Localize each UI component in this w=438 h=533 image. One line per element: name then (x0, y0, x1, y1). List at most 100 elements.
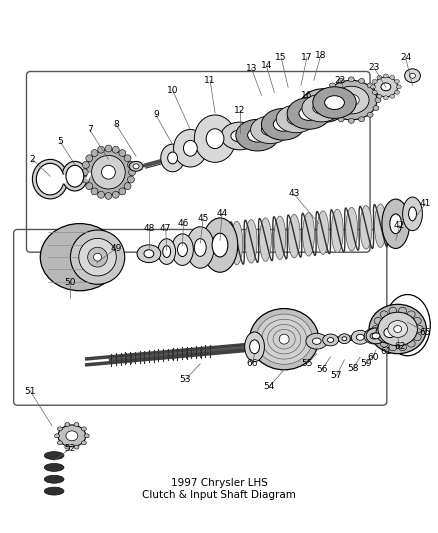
Ellipse shape (367, 83, 373, 88)
Text: 58: 58 (347, 364, 359, 373)
Text: 2: 2 (30, 155, 35, 164)
Ellipse shape (129, 169, 136, 176)
Ellipse shape (124, 155, 131, 161)
Ellipse shape (410, 73, 416, 78)
Ellipse shape (55, 434, 60, 438)
Ellipse shape (58, 425, 86, 447)
Ellipse shape (86, 155, 93, 161)
Ellipse shape (92, 156, 125, 189)
Ellipse shape (81, 427, 86, 431)
Ellipse shape (71, 230, 125, 284)
Ellipse shape (389, 344, 397, 351)
Ellipse shape (388, 321, 408, 337)
Text: 43: 43 (288, 189, 300, 198)
Text: 10: 10 (167, 86, 178, 95)
Text: 16: 16 (301, 91, 313, 100)
Ellipse shape (303, 213, 314, 256)
Text: 13: 13 (246, 64, 258, 73)
Ellipse shape (81, 169, 88, 176)
Ellipse shape (81, 441, 86, 445)
Ellipse shape (105, 145, 112, 152)
Ellipse shape (84, 434, 89, 438)
Ellipse shape (306, 333, 328, 349)
Ellipse shape (202, 218, 238, 272)
Ellipse shape (383, 74, 389, 78)
Text: 50: 50 (64, 278, 76, 287)
Ellipse shape (413, 334, 421, 341)
Text: 61: 61 (380, 348, 392, 357)
Ellipse shape (343, 94, 359, 106)
Ellipse shape (324, 106, 330, 110)
Ellipse shape (348, 118, 354, 123)
Ellipse shape (339, 334, 350, 344)
Ellipse shape (416, 326, 424, 333)
Ellipse shape (399, 307, 406, 314)
Ellipse shape (374, 334, 382, 341)
Ellipse shape (86, 149, 131, 195)
Ellipse shape (299, 107, 319, 120)
Text: 66: 66 (247, 359, 258, 368)
Text: 65: 65 (420, 328, 431, 337)
Text: 7: 7 (87, 125, 92, 134)
Text: 23: 23 (368, 63, 380, 72)
Ellipse shape (390, 94, 395, 98)
Text: 55: 55 (301, 359, 313, 368)
Text: 60: 60 (367, 353, 379, 362)
Ellipse shape (221, 122, 258, 150)
Ellipse shape (390, 214, 402, 233)
Ellipse shape (62, 161, 88, 191)
Ellipse shape (338, 78, 344, 83)
Ellipse shape (395, 90, 399, 94)
Text: 51: 51 (25, 387, 36, 396)
Ellipse shape (338, 117, 344, 122)
Text: 46: 46 (178, 219, 189, 228)
Ellipse shape (395, 79, 399, 83)
Ellipse shape (366, 328, 386, 344)
Ellipse shape (231, 221, 243, 265)
Ellipse shape (127, 176, 134, 183)
Ellipse shape (236, 119, 279, 151)
Ellipse shape (374, 77, 398, 96)
Ellipse shape (187, 227, 214, 268)
Ellipse shape (390, 76, 395, 79)
Ellipse shape (231, 130, 249, 142)
Text: 54: 54 (264, 382, 275, 391)
Text: 59: 59 (360, 359, 372, 368)
Ellipse shape (177, 243, 187, 256)
Ellipse shape (372, 90, 377, 94)
Ellipse shape (112, 146, 119, 153)
Ellipse shape (313, 102, 331, 114)
Ellipse shape (124, 183, 131, 190)
Ellipse shape (44, 451, 64, 459)
Ellipse shape (57, 441, 62, 445)
Text: 1997 Chrysler LHS
Clutch & Input Shaft Diagram: 1997 Chrysler LHS Clutch & Input Shaft D… (142, 479, 296, 500)
Text: 52: 52 (64, 444, 76, 453)
Ellipse shape (144, 250, 154, 257)
Text: 9: 9 (153, 110, 159, 119)
Ellipse shape (413, 317, 421, 324)
Ellipse shape (86, 183, 93, 190)
Text: 57: 57 (331, 371, 342, 380)
Ellipse shape (359, 78, 364, 83)
Text: 12: 12 (234, 106, 245, 115)
Text: 47: 47 (160, 224, 171, 233)
Ellipse shape (372, 326, 380, 333)
Text: 8: 8 (113, 120, 119, 130)
Ellipse shape (212, 233, 228, 257)
Ellipse shape (44, 487, 64, 495)
Ellipse shape (380, 340, 388, 347)
Text: 18: 18 (315, 51, 326, 60)
Ellipse shape (374, 204, 386, 247)
Ellipse shape (364, 328, 384, 344)
Text: 62: 62 (394, 343, 405, 351)
Ellipse shape (407, 340, 415, 347)
Ellipse shape (119, 188, 126, 195)
Ellipse shape (261, 124, 279, 136)
Ellipse shape (321, 98, 328, 102)
Ellipse shape (251, 116, 290, 143)
Text: 49: 49 (111, 244, 122, 253)
Ellipse shape (371, 85, 375, 89)
Ellipse shape (184, 140, 197, 156)
Ellipse shape (261, 109, 305, 140)
Ellipse shape (91, 188, 98, 195)
